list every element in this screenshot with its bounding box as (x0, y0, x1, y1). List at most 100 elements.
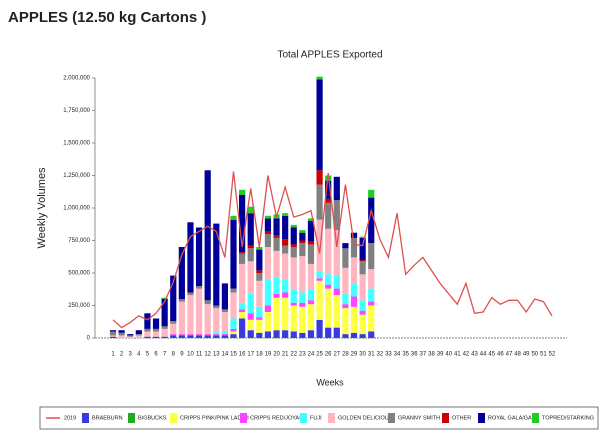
x-tick-label: 6 (154, 352, 158, 358)
bar-segment (230, 215, 237, 220)
bar-segment (247, 248, 254, 262)
bar-segment (256, 306, 263, 318)
x-tick-label: 16 (239, 352, 246, 358)
bar-segment (187, 334, 194, 336)
legend-label: ROYAL GALA/GALA (488, 415, 539, 421)
bar-segment (264, 231, 272, 234)
bar-segment (325, 274, 332, 285)
bar-segment (368, 301, 375, 306)
bar-segment (273, 297, 280, 331)
bar-segment (247, 213, 254, 246)
bar-segment (342, 308, 349, 335)
bar-segment (316, 278, 323, 281)
bar-segment (282, 215, 289, 240)
bar-segment (256, 317, 263, 320)
bar-segment (118, 332, 125, 336)
bar-segment (213, 334, 220, 336)
bar-segment (273, 293, 280, 298)
x-tick-label: 37 (420, 352, 427, 358)
legend-label: GRANNY SMITH (398, 415, 440, 421)
x-tick-label: 4 (137, 352, 141, 358)
bar-segment (213, 331, 220, 335)
bar-segment (299, 302, 306, 307)
x-tick-label: 19 (265, 352, 272, 358)
bar-segment (350, 296, 358, 307)
y-tick-label: 500,000 (68, 271, 90, 277)
legend-swatch (388, 413, 395, 423)
bar-segment (290, 247, 297, 258)
x-tick-label: 49 (523, 352, 530, 358)
bar-segment (127, 336, 134, 338)
legend-swatch (240, 413, 247, 423)
bar-segment (187, 295, 194, 335)
bar-segment (299, 232, 306, 241)
bar-segment (325, 202, 332, 229)
bar-segment (256, 247, 263, 250)
x-tick-label: 7 (163, 352, 167, 358)
x-tick-label: 48 (514, 352, 521, 358)
bar-segment (342, 248, 349, 268)
bar-segment (204, 334, 211, 336)
bar-segment (290, 257, 297, 290)
bar-segment (264, 331, 272, 338)
bar-segment (127, 334, 134, 336)
bar-segment (350, 332, 358, 338)
bar-segment (213, 308, 220, 332)
bar-segment (213, 335, 220, 338)
bar-segment (135, 330, 142, 335)
bar-segment (239, 195, 246, 253)
bar-segment (230, 334, 237, 338)
bar-segment (282, 245, 289, 254)
bar-segment (359, 300, 366, 311)
bar-segment (333, 295, 340, 328)
y-tick-label: 0 (87, 336, 91, 342)
bar-segment (195, 334, 203, 336)
bar-segment (307, 241, 315, 245)
bar-segment (109, 331, 117, 336)
bar-segment (204, 335, 211, 338)
bar-segment (359, 314, 366, 335)
bar-segment (307, 304, 315, 331)
bar-segment (273, 250, 280, 277)
x-tick-label: 41 (454, 352, 461, 358)
bar-segment (152, 318, 160, 329)
bar-segment (325, 228, 332, 275)
bar-segment (282, 213, 289, 216)
bar-segment (290, 302, 297, 306)
legend-swatch (128, 413, 135, 423)
bar-segment (152, 336, 160, 338)
bar-segment (144, 331, 151, 337)
bar-segment (239, 252, 246, 254)
bar-segment (299, 240, 306, 244)
bar-segment (256, 319, 263, 333)
bar-segment (221, 309, 229, 312)
bar-segment (325, 180, 332, 199)
bar-segment (239, 312, 246, 319)
bar-segment (178, 247, 185, 299)
bar-segment (256, 332, 263, 338)
bar-segment (178, 334, 185, 336)
x-tick-label: 20 (273, 352, 280, 358)
bar-segment (359, 310, 366, 315)
bar-segment (333, 230, 340, 276)
x-tick-label: 17 (247, 352, 254, 358)
bar-segment (368, 243, 375, 270)
bar-segment (264, 218, 272, 232)
legend-label: BIGBUCKS (138, 415, 167, 421)
x-tick-label: 2 (120, 352, 124, 358)
bar-segment (316, 184, 323, 220)
bar-segment (161, 328, 168, 337)
legend-label: BRAEBURN (92, 415, 123, 421)
x-tick-label: 47 (506, 352, 513, 358)
x-tick-label: 35 (402, 352, 409, 358)
bar-segment (152, 328, 160, 332)
bar-segment (299, 306, 306, 333)
bar-segment (290, 289, 297, 303)
bar-segment (307, 221, 315, 242)
x-tick-label: 33 (385, 352, 392, 358)
bar-segment (282, 297, 289, 331)
bar-segment (273, 235, 280, 238)
bar-segment (368, 189, 375, 198)
legend-label: TOPRED/STARKING (542, 415, 594, 421)
bar-segment (368, 269, 375, 289)
